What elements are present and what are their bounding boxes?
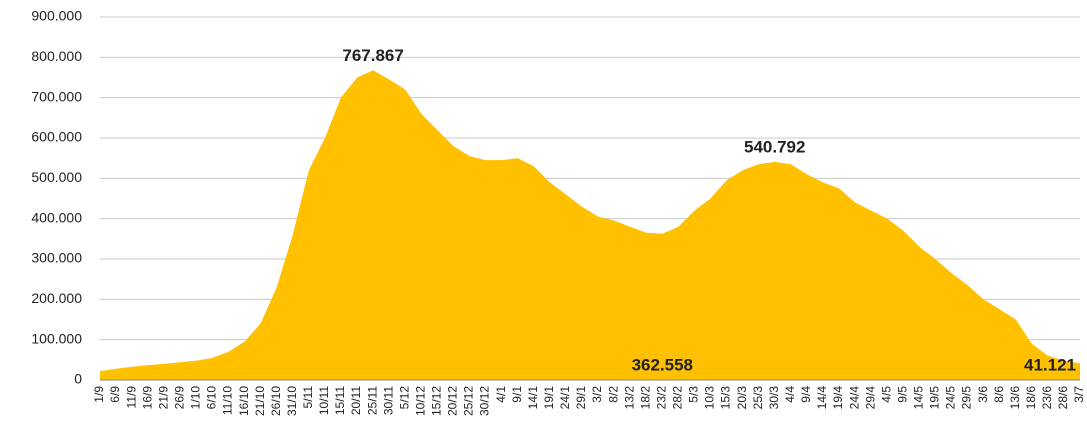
x-tick-label: 25/11 bbox=[365, 386, 379, 415]
x-tick-label: 9/5 bbox=[895, 386, 909, 403]
x-tick-label: 23/6 bbox=[1040, 386, 1054, 410]
x-tick-label: 15/3 bbox=[719, 386, 733, 410]
x-tick-label: 15/12 bbox=[430, 386, 444, 416]
x-tick-label: 10/12 bbox=[413, 386, 427, 416]
x-tick-label: 8/6 bbox=[992, 386, 1006, 403]
x-tick-label: 11/10 bbox=[221, 386, 235, 415]
y-tick-label: 500.000 bbox=[31, 169, 82, 185]
x-tick-label: 29/4 bbox=[863, 386, 877, 410]
x-tick-label: 21/9 bbox=[156, 386, 170, 410]
y-tick-label: 400.000 bbox=[31, 209, 82, 225]
x-tick-label: 21/10 bbox=[253, 386, 267, 416]
y-tick-label: 200.000 bbox=[31, 290, 82, 306]
y-tick-label: 0 bbox=[74, 371, 82, 387]
x-tick-label: 30/3 bbox=[767, 386, 781, 410]
x-tick-label: 4/1 bbox=[494, 386, 508, 403]
x-tick-label: 3/6 bbox=[976, 386, 990, 403]
value-label: 41.121 bbox=[1024, 355, 1076, 374]
x-tick-label: 6/10 bbox=[205, 386, 219, 410]
x-tick-label: 9/4 bbox=[799, 386, 813, 403]
x-tick-label: 3/2 bbox=[590, 386, 604, 403]
x-tick-label: 5/3 bbox=[687, 386, 701, 403]
x-tick-label: 9/1 bbox=[510, 386, 524, 403]
x-tick-label: 19/5 bbox=[928, 386, 942, 410]
x-tick-label: 6/9 bbox=[108, 386, 122, 403]
y-tick-label: 700.000 bbox=[31, 88, 82, 104]
x-tick-label: 4/5 bbox=[879, 386, 893, 403]
x-tick-label: 5/11 bbox=[301, 386, 315, 409]
x-tick-label: 14/1 bbox=[526, 386, 540, 410]
x-tick-label: 13/2 bbox=[622, 386, 636, 410]
x-tick-label: 23/2 bbox=[654, 386, 668, 410]
x-tick-label: 30/11 bbox=[381, 386, 395, 415]
x-tick-label: 24/5 bbox=[944, 386, 958, 410]
x-tick-label: 30/12 bbox=[478, 386, 492, 416]
x-tick-label: 16/10 bbox=[237, 386, 251, 416]
x-tick-label: 18/2 bbox=[638, 386, 652, 410]
y-tick-label: 800.000 bbox=[31, 48, 82, 64]
x-tick-label: 14/5 bbox=[912, 386, 926, 410]
x-tick-label: 4/4 bbox=[783, 386, 797, 403]
x-tick-label: 19/4 bbox=[831, 386, 845, 410]
x-tick-label: 29/1 bbox=[574, 386, 588, 410]
x-tick-label: 16/9 bbox=[140, 386, 154, 410]
x-tick-label: 26/9 bbox=[172, 386, 186, 410]
y-tick-label: 300.000 bbox=[31, 250, 82, 266]
value-label: 362.558 bbox=[632, 355, 693, 374]
x-tick-label: 1/10 bbox=[189, 386, 203, 410]
value-label: 540.792 bbox=[744, 137, 805, 156]
y-tick-label: 900.000 bbox=[31, 8, 82, 24]
x-tick-label: 1/9 bbox=[92, 386, 106, 403]
value-label: 767.867 bbox=[342, 46, 403, 65]
x-tick-label: 5/12 bbox=[397, 386, 411, 410]
x-tick-label: 28/6 bbox=[1056, 386, 1070, 410]
x-tick-label: 25/3 bbox=[751, 386, 765, 410]
y-tick-label: 600.000 bbox=[31, 129, 82, 145]
x-tick-label: 15/11 bbox=[333, 386, 347, 415]
x-tick-label: 20/11 bbox=[349, 386, 363, 415]
area bbox=[100, 70, 1080, 380]
x-tick-label: 20/3 bbox=[735, 386, 749, 410]
x-tick-label: 3/7 bbox=[1072, 386, 1086, 403]
x-tick-label: 10/3 bbox=[703, 386, 717, 410]
x-tick-label: 29/5 bbox=[960, 386, 974, 410]
y-tick-label: 100.000 bbox=[31, 330, 82, 346]
x-tick-label: 31/10 bbox=[285, 386, 299, 416]
x-tick-label: 24/4 bbox=[847, 386, 861, 410]
x-tick-label: 14/4 bbox=[815, 386, 829, 410]
x-tick-label: 10/11 bbox=[317, 386, 331, 415]
x-tick-label: 18/6 bbox=[1024, 386, 1038, 410]
x-tick-label: 19/1 bbox=[542, 386, 556, 410]
x-tick-label: 20/12 bbox=[446, 386, 460, 416]
x-tick-label: 8/2 bbox=[606, 386, 620, 403]
x-tick-label: 25/12 bbox=[462, 386, 476, 416]
x-tick-label: 28/2 bbox=[671, 386, 685, 410]
x-tick-label: 24/1 bbox=[558, 386, 572, 410]
x-tick-label: 13/6 bbox=[1008, 386, 1022, 410]
x-tick-label: 11/9 bbox=[124, 386, 138, 409]
x-tick-label: 26/10 bbox=[269, 386, 283, 416]
